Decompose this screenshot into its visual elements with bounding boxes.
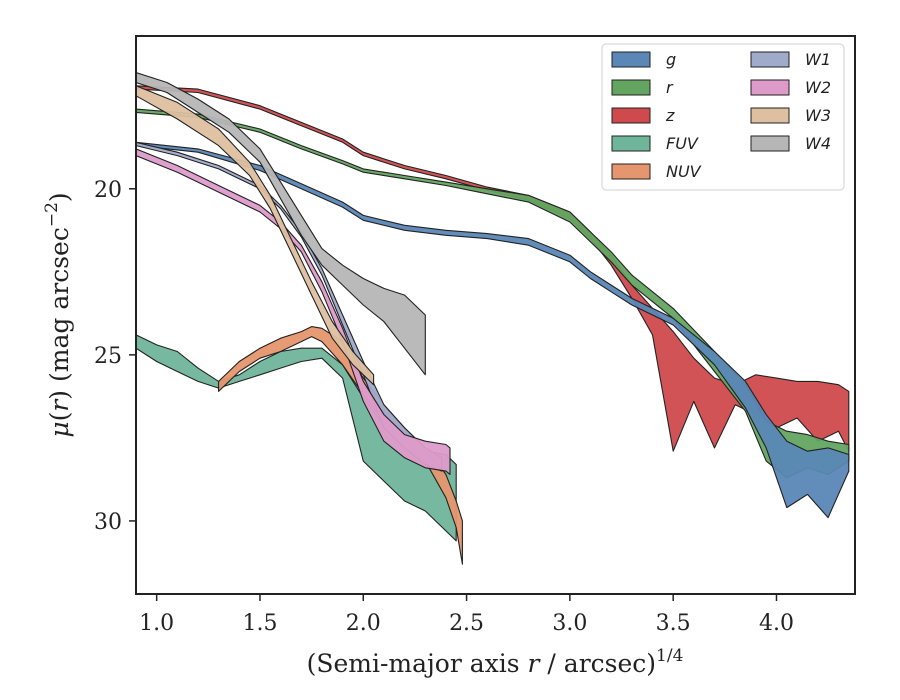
band-w2 bbox=[136, 148, 451, 475]
legend: grz FUV NUV W1 W2 W3 W4 bbox=[601, 43, 845, 191]
x-tick-label: 4.0 bbox=[759, 611, 794, 636]
legend-label-w1: W1 bbox=[805, 50, 831, 69]
x-axis-title: (Semi-major axis r / arcsec)1/4 bbox=[307, 646, 684, 678]
y-axis: 20 25 30 bbox=[94, 178, 136, 535]
legend-label-r: r bbox=[666, 78, 674, 97]
legend-swatch-g bbox=[611, 51, 651, 68]
legend-label-z: z bbox=[665, 106, 675, 125]
x-tick-label: 1.0 bbox=[139, 611, 174, 636]
legend-label-fuv: FUV bbox=[666, 134, 699, 153]
y-tick-label: 25 bbox=[94, 344, 122, 369]
x-axis: 1.0 1.5 2.0 2.5 3.0 3.5 4.0 bbox=[139, 594, 794, 636]
x-tick-label: 1.5 bbox=[242, 611, 277, 636]
legend-label-w3: W3 bbox=[805, 106, 831, 125]
band-fuv bbox=[136, 334, 457, 542]
legend-label-g: g bbox=[666, 50, 676, 69]
legend-swatch-w3 bbox=[750, 107, 790, 124]
legend-label-w2: W2 bbox=[805, 78, 831, 97]
x-tick-label: 2.0 bbox=[346, 611, 381, 636]
legend-label-nuv: NUV bbox=[666, 162, 702, 181]
legend-swatch-w1 bbox=[750, 51, 790, 68]
plot-frame bbox=[135, 35, 856, 595]
band-g bbox=[136, 141, 850, 519]
y-tick-label: 20 bbox=[94, 178, 122, 203]
band-w4 bbox=[136, 71, 426, 376]
legend-swatch-z bbox=[611, 107, 651, 124]
legend-swatch-w2 bbox=[750, 79, 790, 96]
legend-label-w4: W4 bbox=[805, 134, 831, 153]
x-tick-label: 2.5 bbox=[449, 611, 484, 636]
legend-swatch-fuv bbox=[611, 135, 651, 152]
x-tick-label: 3.5 bbox=[656, 611, 691, 636]
y-tick-label: 30 bbox=[94, 510, 122, 535]
profile-bands bbox=[136, 71, 850, 565]
legend-swatch-w4 bbox=[750, 135, 790, 152]
legend-swatch-r bbox=[611, 79, 651, 96]
x-tick-label: 3.0 bbox=[552, 611, 587, 636]
band-w3 bbox=[136, 85, 375, 386]
legend-swatch-nuv bbox=[611, 163, 651, 180]
y-axis-title: μ(r) (mag arcsec−2) bbox=[42, 192, 74, 437]
